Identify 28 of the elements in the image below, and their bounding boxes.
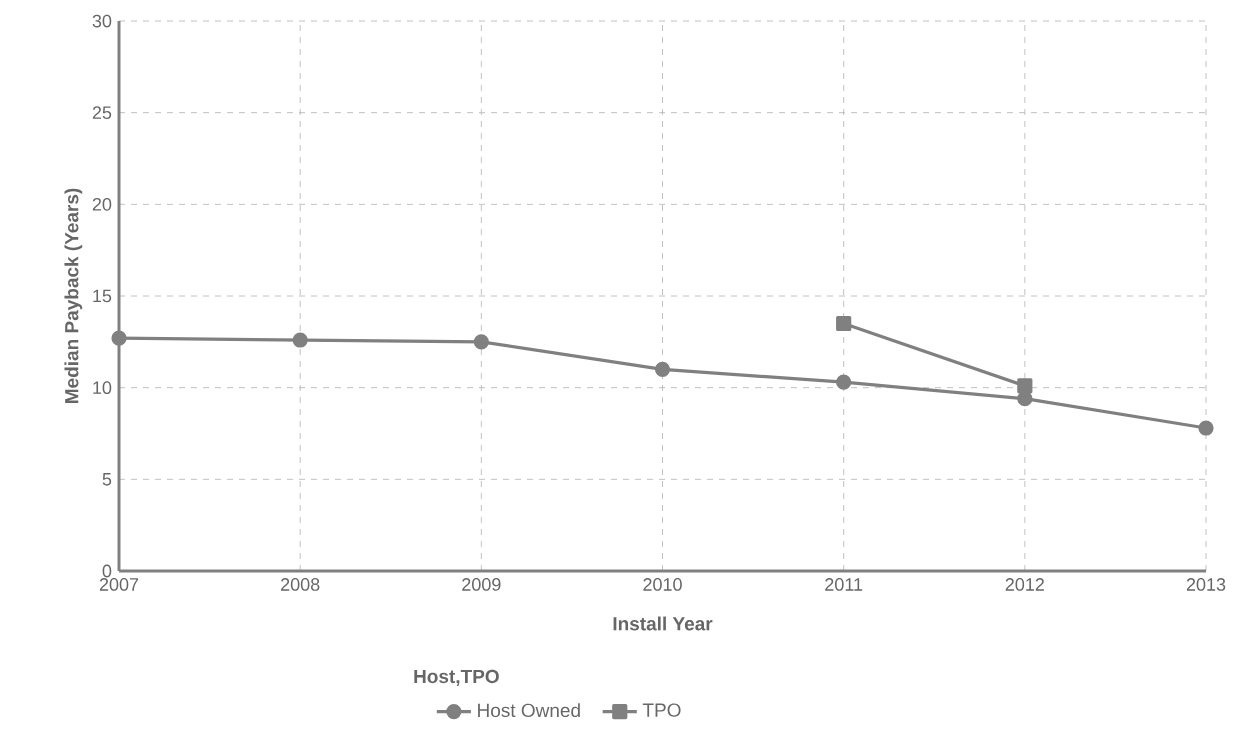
legend-title: Host,TPO xyxy=(414,669,499,686)
y-tick-label: 30 xyxy=(92,14,112,28)
y-tick-label: 25 xyxy=(92,106,112,120)
point xyxy=(836,315,852,332)
x-tick-label: 2011 xyxy=(825,578,863,591)
x-axis-title: Install Year xyxy=(613,616,713,631)
x-tick-label: 2012 xyxy=(1005,578,1044,591)
point xyxy=(1198,420,1214,436)
y-tick-label: 20 xyxy=(92,197,112,211)
point xyxy=(111,330,127,346)
x-tick-label: 2009 xyxy=(462,578,501,591)
point xyxy=(1017,378,1033,394)
y-tick-label: 15 xyxy=(93,289,112,303)
y-tick-label: 5 xyxy=(102,473,112,486)
legend-label: TPO xyxy=(642,703,681,717)
legend-label: Host Owned xyxy=(478,703,580,718)
x-tick-label: 2007 xyxy=(99,578,139,591)
y-axis-title: Median Payback (Years) xyxy=(64,188,83,403)
x-tick-label: 2008 xyxy=(281,578,320,591)
x-tick-label: 2013 xyxy=(1186,578,1226,591)
point xyxy=(836,374,852,390)
point xyxy=(654,361,671,377)
point xyxy=(292,332,308,348)
point xyxy=(473,334,489,350)
y-tick-label: 10 xyxy=(93,381,112,395)
point xyxy=(1017,391,1033,407)
x-tick-label: 2010 xyxy=(643,578,682,591)
y-tick-label: 0 xyxy=(102,564,112,578)
